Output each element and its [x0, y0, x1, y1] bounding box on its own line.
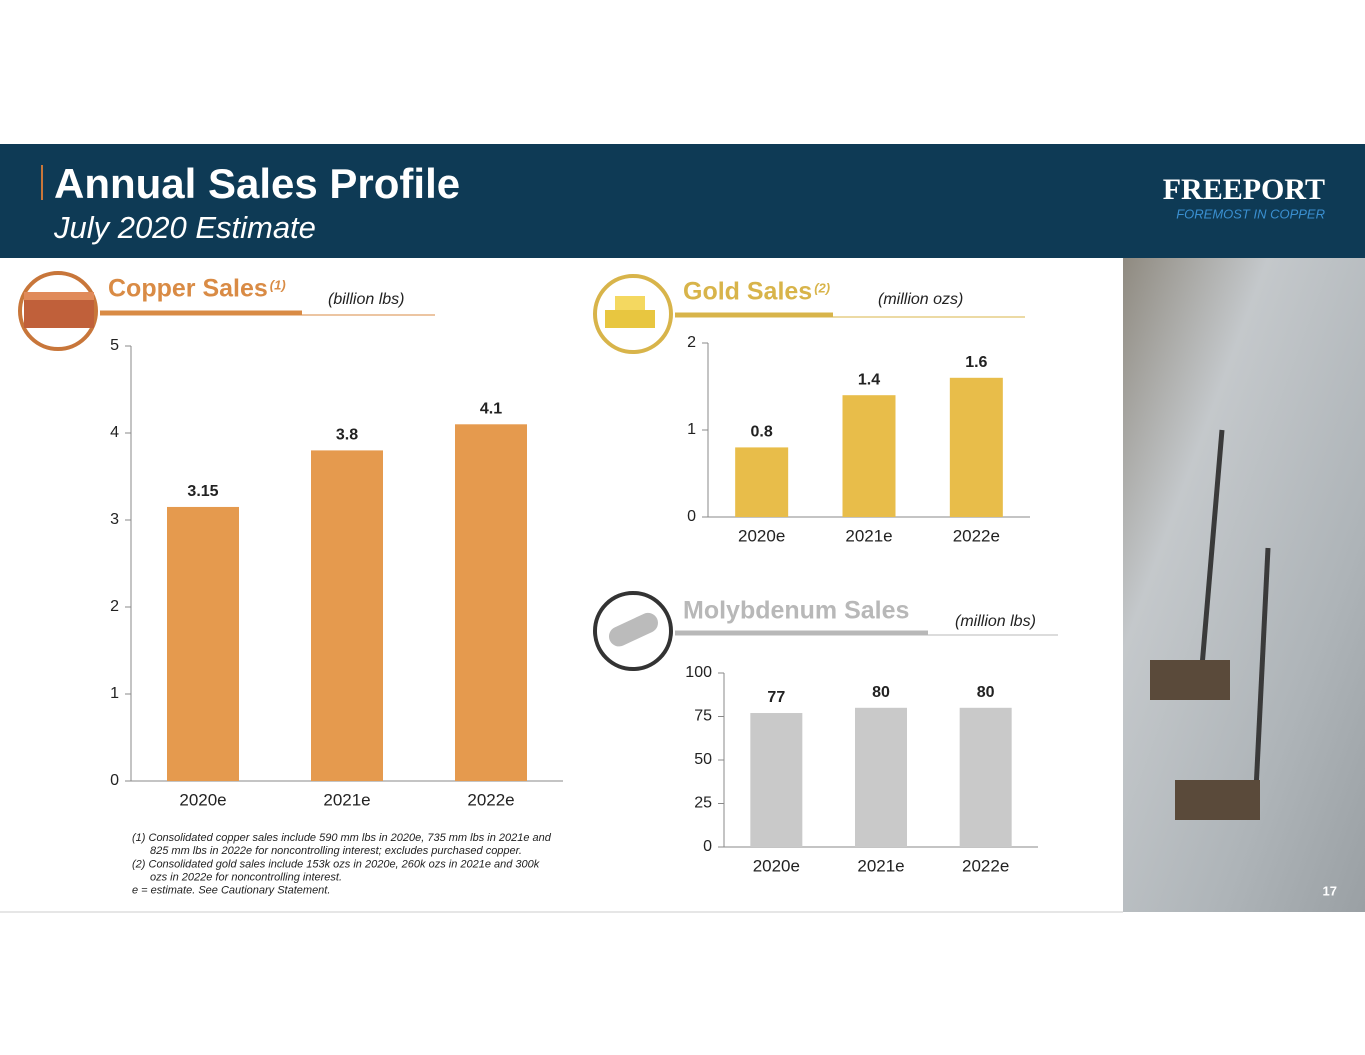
- footnote: (1) Consolidated copper sales include 59…: [132, 832, 552, 844]
- icon-gold: [593, 274, 673, 354]
- chart-title: Gold Sales: [683, 278, 812, 306]
- title-note: (1): [270, 277, 286, 292]
- data-label: 1.6: [965, 354, 987, 371]
- data-label: 4.1: [480, 401, 502, 418]
- x-tick-label: 2020e: [738, 526, 785, 545]
- footnote: ozs in 2022e for noncontrolling interest…: [150, 872, 342, 884]
- y-tick-label: 0: [703, 838, 712, 855]
- bar: [311, 450, 383, 781]
- chart-title: Molybdenum Sales: [683, 597, 909, 625]
- x-tick-label: 2021e: [845, 526, 892, 545]
- x-tick-label: 2021e: [323, 790, 370, 809]
- bar: [842, 395, 896, 517]
- photo-rigs: [1197, 429, 1271, 811]
- icon-copper: [18, 271, 98, 351]
- data-label: 77: [767, 689, 785, 706]
- unit-label: (million ozs): [878, 291, 963, 308]
- y-tick-label: 2: [687, 334, 696, 351]
- data-label: 3.8: [336, 427, 358, 444]
- title-note: (2): [814, 280, 830, 295]
- y-tick-label: 0: [687, 508, 696, 525]
- data-label: 80: [872, 684, 890, 701]
- slide-subtitle: July 2020 Estimate: [53, 210, 316, 245]
- chart-title: Copper Sales: [108, 275, 268, 303]
- bar: [167, 506, 239, 781]
- y-tick-label: 25: [694, 795, 712, 812]
- page-number: 17: [1323, 883, 1337, 898]
- header-band: [0, 144, 1365, 258]
- y-tick-label: 75: [694, 708, 712, 725]
- bar: [959, 707, 1012, 847]
- bar: [455, 424, 527, 781]
- y-tick-label: 1: [110, 685, 119, 702]
- data-label: 0.8: [751, 424, 773, 441]
- x-tick-label: 2022e: [467, 790, 514, 809]
- logo: FREEPORT: [1163, 173, 1325, 206]
- y-tick-label: 5: [110, 337, 119, 354]
- data-label: 3.15: [187, 483, 218, 500]
- y-tick-label: 3: [110, 511, 119, 528]
- footnote: 825 mm lbs in 2022e for noncontrolling i…: [150, 845, 522, 857]
- bar: [855, 707, 907, 847]
- footnote: (2) Consolidated gold sales include 153k…: [132, 858, 540, 870]
- unit-label: (million lbs): [955, 613, 1036, 630]
- data-label: 1.4: [858, 371, 880, 388]
- footnote: e = estimate. See Cautionary Statement.: [132, 885, 330, 897]
- y-tick-label: 4: [110, 424, 119, 441]
- y-tick-label: 50: [694, 751, 712, 768]
- x-tick-label: 2020e: [753, 856, 800, 875]
- data-label: 80: [977, 684, 995, 701]
- slide-title: Annual Sales Profile: [54, 160, 460, 207]
- unit-label: (billion lbs): [328, 291, 404, 308]
- x-tick-label: 2022e: [953, 526, 1000, 545]
- photo-rig-base: [1150, 660, 1230, 700]
- bar: [735, 447, 789, 517]
- bar: [949, 377, 1003, 517]
- photo-rig-base: [1175, 780, 1260, 820]
- y-tick-label: 100: [685, 664, 712, 681]
- x-tick-label: 2020e: [179, 790, 226, 809]
- y-tick-label: 0: [110, 772, 119, 789]
- bar: [750, 713, 803, 847]
- y-tick-label: 2: [110, 598, 119, 615]
- y-tick-label: 1: [687, 421, 696, 438]
- icon-molybdenum: [593, 591, 673, 671]
- x-tick-label: 2021e: [857, 856, 904, 875]
- x-tick-label: 2022e: [962, 856, 1009, 875]
- logo-tagline: FOREMOST IN COPPER: [1176, 206, 1325, 221]
